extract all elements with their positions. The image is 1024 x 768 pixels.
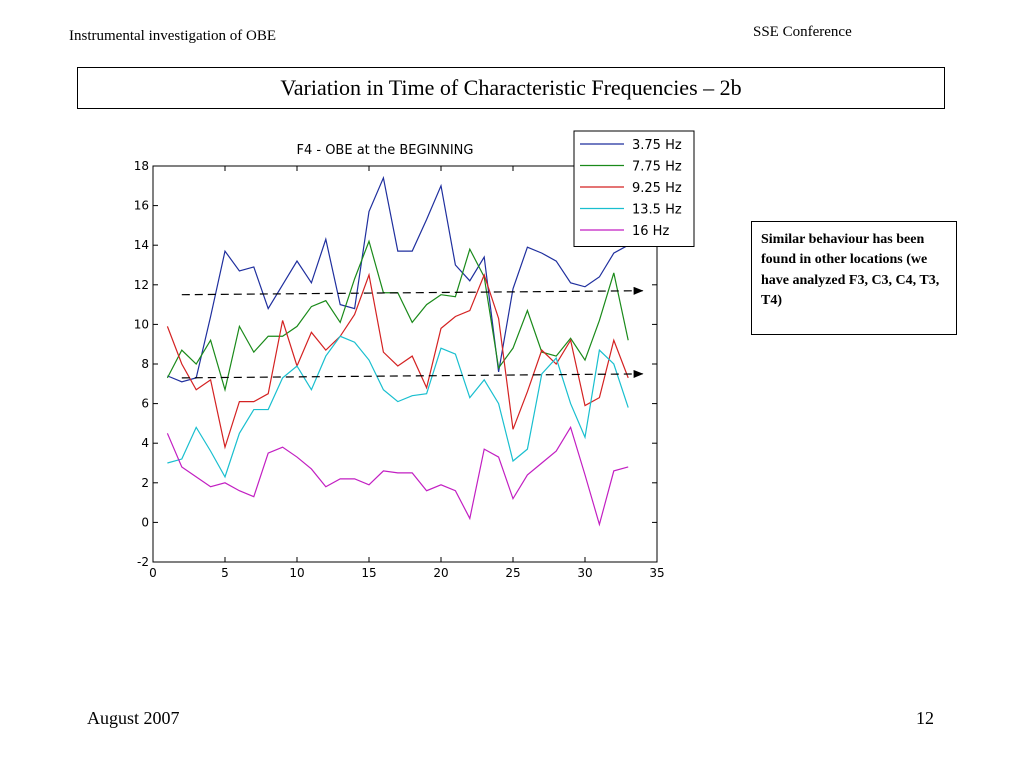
- x-tick-label: 20: [433, 566, 448, 580]
- chart: F4 - OBE at the BEGINNING 0 5 10 15 20 25 30 35-…: [120, 126, 700, 596]
- plot-area: [152, 165, 658, 563]
- y-tick-label: 14: [134, 238, 149, 252]
- legend-label: 16 Hz: [632, 224, 669, 239]
- y-tick-label: 18: [134, 159, 149, 173]
- legend-label: 3.75 Hz: [632, 138, 682, 153]
- series-line-5: [166, 425, 629, 527]
- x-tick-label: 5: [221, 566, 229, 580]
- x-tick-label: 30: [577, 566, 592, 580]
- slide-title-text: Variation in Time of Characteristic Freq…: [280, 75, 742, 100]
- legend-label: 13.5 Hz: [632, 203, 682, 218]
- x-tick-label: 15: [361, 566, 376, 580]
- y-tick-label: 6: [141, 397, 149, 411]
- note-text: Similar behaviour has been found in othe…: [761, 232, 940, 308]
- chart-title: F4 - OBE at the BEGINNING: [297, 143, 474, 158]
- y-tick-label: -2: [137, 555, 149, 569]
- series-line-3: [166, 272, 629, 450]
- y-tick-label: 10: [134, 317, 149, 331]
- footer-date: August 2007: [87, 708, 180, 728]
- series-line-2: [166, 239, 629, 393]
- slide-title: Variation in Time of Characteristic Freq…: [77, 67, 945, 109]
- dashed-arrow-2: [181, 369, 644, 379]
- legend-label: 9.25 Hz: [632, 181, 682, 196]
- note-box: Similar behaviour has been found in othe…: [751, 221, 957, 335]
- series-line-1: [167, 175, 629, 383]
- series-line-4: [167, 335, 629, 479]
- footer-page-number: 12: [916, 708, 934, 728]
- y-tick-label: 2: [141, 476, 149, 490]
- dashed-arrow-1: [181, 286, 644, 296]
- x-tick-label: 0: [149, 566, 157, 580]
- y-tick-label: 16: [134, 199, 149, 213]
- y-tick-label: 8: [141, 357, 149, 371]
- y-tick-label: 0: [141, 515, 149, 529]
- header-right: SSE Conference: [753, 24, 852, 40]
- x-tick-label: 10: [289, 566, 304, 580]
- y-tick-label: 4: [141, 436, 149, 450]
- x-tick-label: 35: [649, 566, 664, 580]
- legend-label: 7.75 Hz: [632, 160, 682, 175]
- x-tick-label: 25: [505, 566, 520, 580]
- y-tick-label: 12: [134, 278, 149, 292]
- header-left: Instrumental investigation of OBE: [69, 28, 277, 44]
- legend-box: [573, 130, 695, 247]
